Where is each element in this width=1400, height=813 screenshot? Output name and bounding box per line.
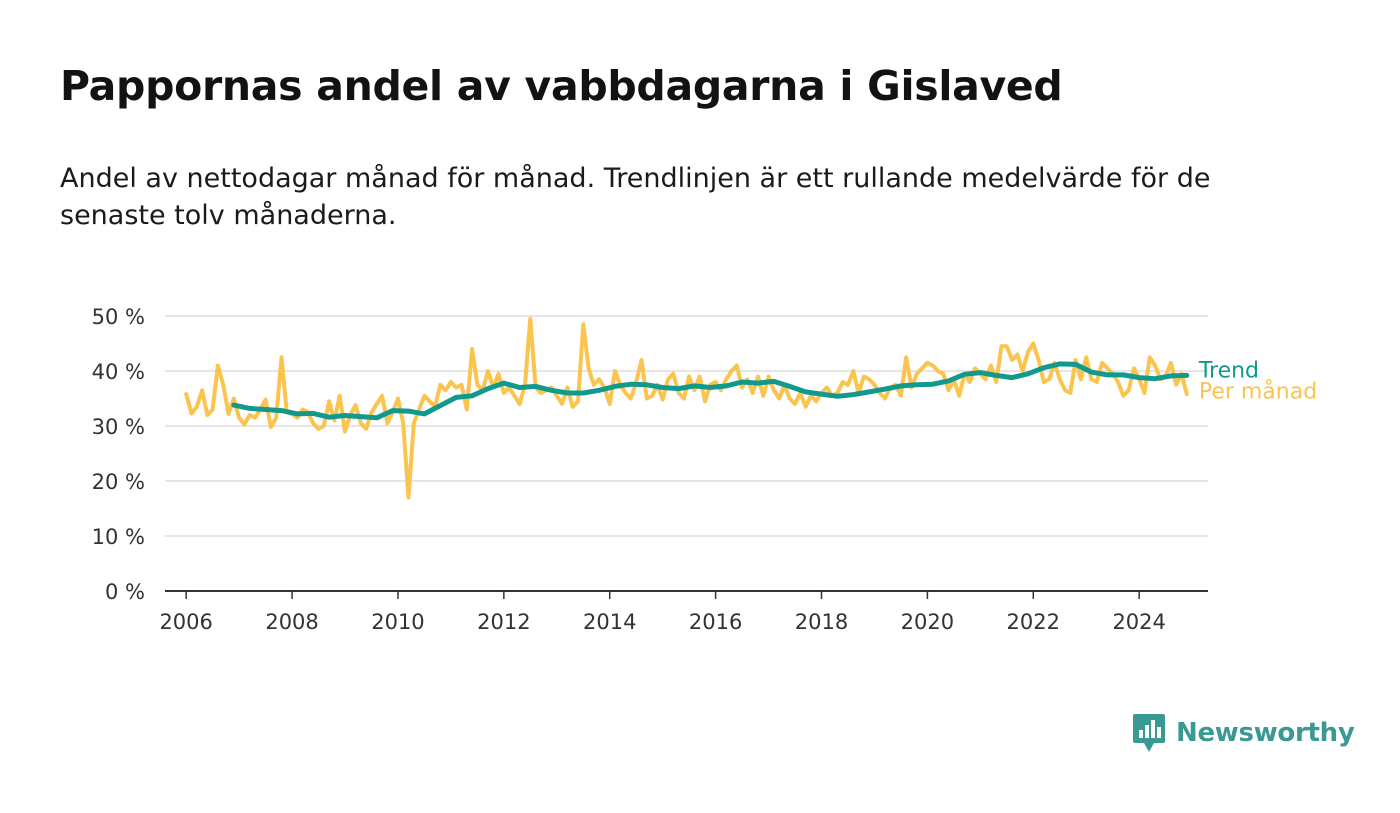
- series-line-trend: [231, 361, 1190, 421]
- brand-name: Newsworthy: [1176, 718, 1355, 748]
- x-tick-label: 2010: [371, 610, 424, 634]
- y-tick-label: 20 %: [92, 470, 145, 494]
- y-tick-label: 40 %: [92, 360, 145, 384]
- axes: 0 % 10 % 20 % 30 % 40 % 50 % 2006 2008 2010 2012 2…: [92, 305, 1208, 634]
- brand-logo: Newsworthy: [1132, 712, 1355, 754]
- legend-label-per-manad: Per månad: [1199, 378, 1317, 404]
- x-tick-label: 2020: [901, 610, 954, 634]
- series-line-per-manad: [184, 316, 1189, 500]
- legend-label-trend: Trend: [1198, 358, 1259, 383]
- x-tick-label: 2014: [583, 610, 636, 634]
- chart-title: Pappornas andel av vabbdagarna i Gislave…: [60, 62, 1063, 110]
- chart-subtitle: Andel av nettodagar månad för månad. Tre…: [60, 163, 1211, 231]
- y-tick-label: 30 %: [92, 415, 145, 439]
- y-tick-label: 50 %: [92, 305, 145, 329]
- newsworthy-logo-icon: [1133, 714, 1165, 752]
- x-tick-label: 2012: [477, 610, 530, 634]
- y-tick-label: 10 %: [92, 525, 145, 549]
- x-tick-label: 2024: [1112, 610, 1165, 634]
- x-tick-label: 2008: [265, 610, 318, 634]
- y-tick-label: 0 %: [105, 580, 145, 604]
- x-tick-label: 2022: [1007, 610, 1060, 634]
- x-tick-label: 2018: [795, 610, 848, 634]
- series-lines: [184, 316, 1190, 500]
- x-tick-label: 2006: [159, 610, 212, 634]
- x-tick-label: 2016: [689, 610, 742, 634]
